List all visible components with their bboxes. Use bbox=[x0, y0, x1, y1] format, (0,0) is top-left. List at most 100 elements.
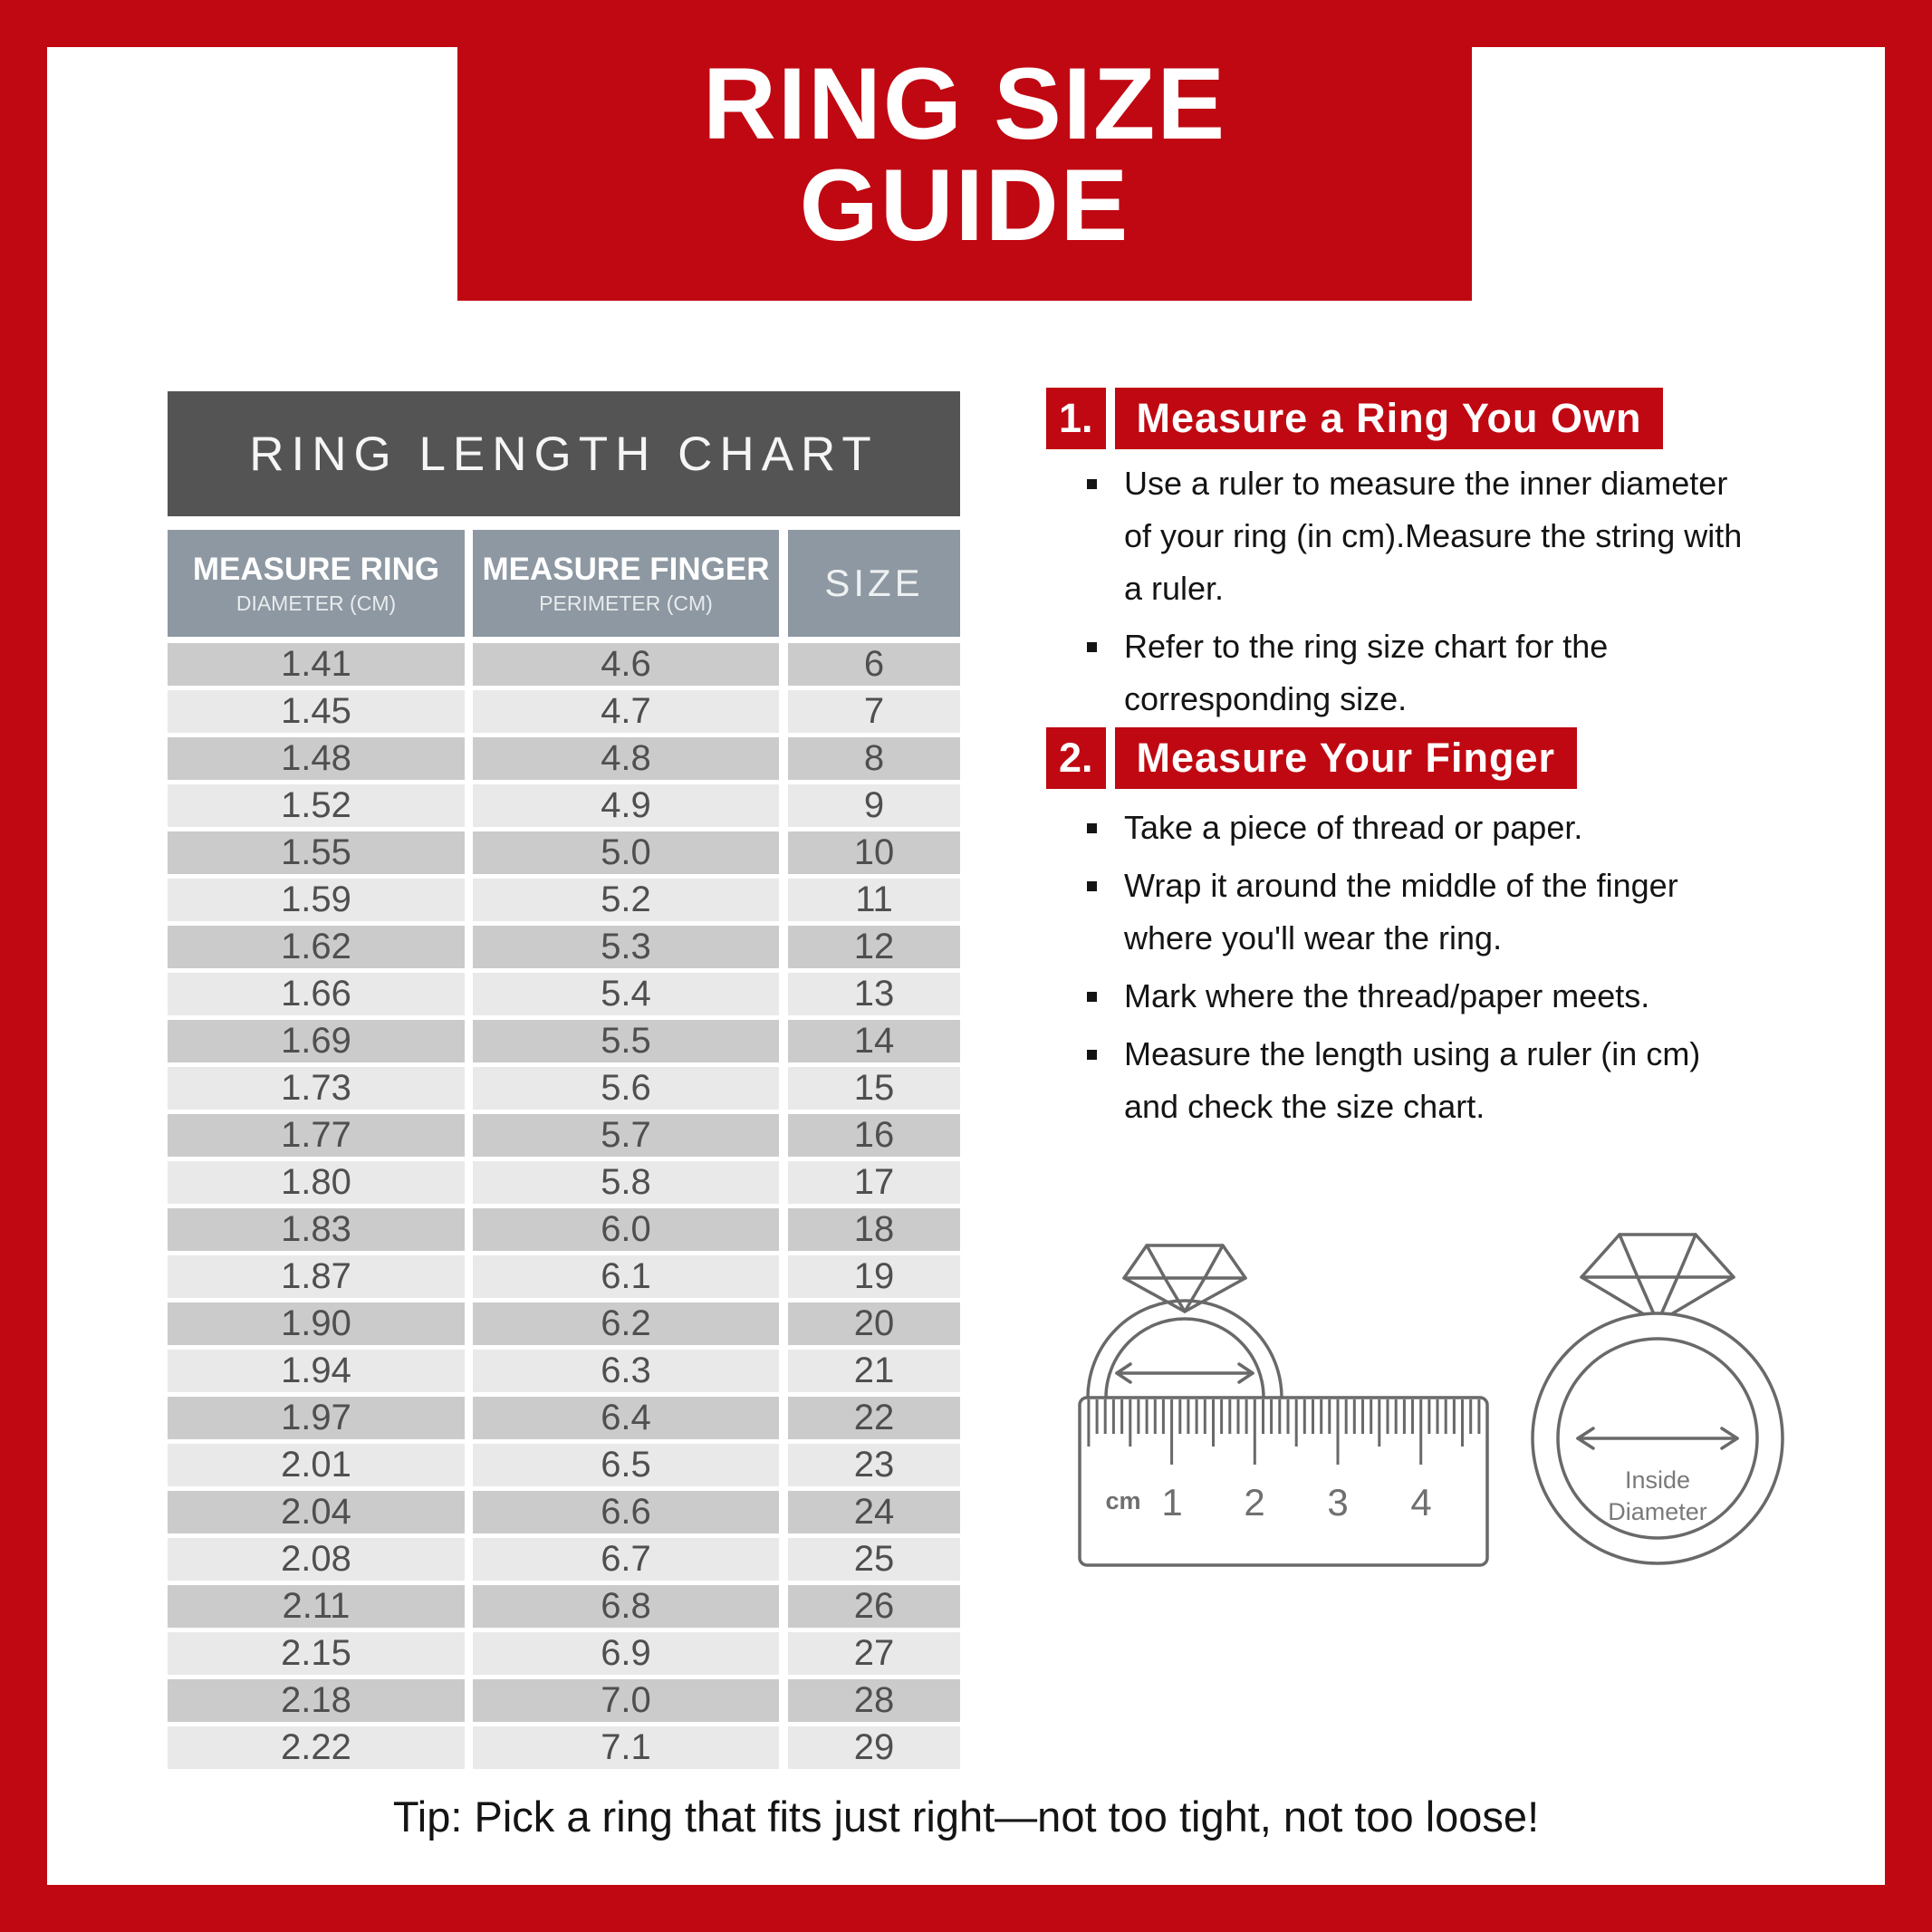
column-sublabel: DIAMETER (CM) bbox=[235, 591, 397, 615]
square-bullet-icon bbox=[1087, 881, 1097, 891]
table-row: 2.18 7.0 28 bbox=[168, 1679, 960, 1722]
table-row: 2.01 6.5 23 bbox=[168, 1444, 960, 1486]
ring-length-chart-title: RING LENGTH CHART bbox=[168, 391, 960, 516]
cell-diameter: 1.69 bbox=[168, 1020, 465, 1062]
column-sublabel: PERIMETER (CM) bbox=[539, 591, 713, 615]
cell-perimeter: 5.0 bbox=[473, 831, 779, 874]
bullet-item: Refer to the ring size chart for the cor… bbox=[1078, 620, 1812, 726]
poster-title-line1: RING SIZE bbox=[702, 47, 1227, 160]
cell-size: 14 bbox=[788, 1020, 960, 1062]
column-header-diameter: MEASURE RING DIAMETER (CM) bbox=[168, 530, 465, 637]
cell-diameter: 1.52 bbox=[168, 784, 465, 827]
cell-diameter: 2.01 bbox=[168, 1444, 465, 1486]
cell-diameter: 1.48 bbox=[168, 737, 465, 780]
cell-perimeter: 5.8 bbox=[473, 1161, 779, 1204]
cell-diameter: 2.22 bbox=[168, 1726, 465, 1769]
cell-size: 8 bbox=[788, 737, 960, 780]
cell-perimeter: 6.7 bbox=[473, 1538, 779, 1581]
inside-diameter-label-line1: Inside bbox=[1625, 1466, 1690, 1494]
table-row: 1.90 6.2 20 bbox=[168, 1302, 960, 1345]
cell-size: 16 bbox=[788, 1114, 960, 1157]
section-1-title: Measure a Ring You Own bbox=[1114, 388, 1664, 449]
square-bullet-icon bbox=[1087, 1050, 1097, 1060]
cell-size: 9 bbox=[788, 784, 960, 827]
cell-diameter: 1.90 bbox=[168, 1302, 465, 1345]
cell-diameter: 1.80 bbox=[168, 1161, 465, 1204]
table-row: 1.94 6.3 21 bbox=[168, 1350, 960, 1392]
square-bullet-icon bbox=[1087, 642, 1097, 652]
cell-perimeter: 6.4 bbox=[473, 1397, 779, 1439]
cell-diameter: 1.59 bbox=[168, 879, 465, 921]
square-bullet-icon bbox=[1087, 823, 1097, 833]
poster-title-line2: GUIDE bbox=[799, 149, 1130, 262]
section-2-heading: 2. Measure Your Finger bbox=[1046, 727, 1577, 789]
cell-perimeter: 4.6 bbox=[473, 643, 779, 686]
bullet-text: Mark where the thread/paper meets. bbox=[1124, 977, 1650, 1014]
column-label: MEASURE FINGER bbox=[482, 552, 770, 587]
cell-diameter: 1.55 bbox=[168, 831, 465, 874]
cell-size: 24 bbox=[788, 1491, 960, 1533]
cell-perimeter: 5.2 bbox=[473, 879, 779, 921]
cell-size: 22 bbox=[788, 1397, 960, 1439]
cell-diameter: 1.66 bbox=[168, 973, 465, 1015]
ring-on-ruler-illustration: cm 1 2 3 4 bbox=[1078, 1244, 1489, 1567]
table-row: 1.55 5.0 10 bbox=[168, 831, 960, 874]
table-row: 1.80 5.8 17 bbox=[168, 1161, 960, 1204]
tip-text: Tip: Pick a ring that fits just right—no… bbox=[392, 1793, 1540, 1841]
cell-perimeter: 6.1 bbox=[473, 1255, 779, 1298]
cell-size: 26 bbox=[788, 1585, 960, 1628]
ruler-number-1: 1 bbox=[1161, 1481, 1182, 1523]
cell-perimeter: 6.8 bbox=[473, 1585, 779, 1628]
cell-diameter: 1.87 bbox=[168, 1255, 465, 1298]
cell-perimeter: 7.0 bbox=[473, 1679, 779, 1722]
title-banner: RING SIZE GUIDE bbox=[457, 0, 1472, 301]
table-row: 2.11 6.8 26 bbox=[168, 1585, 960, 1628]
cell-diameter: 1.77 bbox=[168, 1114, 465, 1157]
cell-perimeter: 5.3 bbox=[473, 926, 779, 968]
cell-perimeter: 6.0 bbox=[473, 1208, 779, 1251]
cell-diameter: 2.11 bbox=[168, 1585, 465, 1628]
cell-size: 18 bbox=[788, 1208, 960, 1251]
cell-perimeter: 6.5 bbox=[473, 1444, 779, 1486]
cell-size: 29 bbox=[788, 1726, 960, 1769]
cell-perimeter: 4.7 bbox=[473, 690, 779, 733]
table-row: 1.83 6.0 18 bbox=[168, 1208, 960, 1251]
bullet-item: Wrap it around the middle of the finger … bbox=[1078, 860, 1812, 965]
column-header-perimeter: MEASURE FINGER PERIMETER (CM) bbox=[473, 530, 779, 637]
ring-size-table-body: 1.41 4.6 6 1.45 4.7 7 1.48 4.8 8 1.52 4.9 9 1.55 5.0 1… bbox=[168, 643, 960, 1773]
cell-perimeter: 7.1 bbox=[473, 1726, 779, 1769]
cell-diameter: 1.45 bbox=[168, 690, 465, 733]
cell-size: 21 bbox=[788, 1350, 960, 1392]
table-column-headers: MEASURE RING DIAMETER (CM) MEASURE FINGE… bbox=[168, 530, 960, 637]
column-label: MEASURE RING bbox=[192, 552, 440, 587]
section-1-number: 1. bbox=[1046, 388, 1106, 449]
cell-perimeter: 6.6 bbox=[473, 1491, 779, 1533]
inner-diameter-arrow-icon bbox=[1115, 1362, 1254, 1384]
inside-diameter-label-line2: Diameter bbox=[1608, 1498, 1707, 1525]
table-row: 1.45 4.7 7 bbox=[168, 690, 960, 733]
cell-size: 7 bbox=[788, 690, 960, 733]
column-label: SIZE bbox=[824, 562, 924, 604]
section-2-title: Measure Your Finger bbox=[1114, 727, 1577, 789]
cell-perimeter: 6.2 bbox=[473, 1302, 779, 1345]
ruler-unit-label: cm bbox=[1105, 1487, 1140, 1514]
cell-diameter: 1.41 bbox=[168, 643, 465, 686]
cell-perimeter: 4.9 bbox=[473, 784, 779, 827]
table-row: 2.04 6.6 24 bbox=[168, 1491, 960, 1533]
cell-perimeter: 5.5 bbox=[473, 1020, 779, 1062]
table-row: 1.62 5.3 12 bbox=[168, 926, 960, 968]
cell-diameter: 1.62 bbox=[168, 926, 465, 968]
bullet-text: Refer to the ring size chart for the cor… bbox=[1124, 628, 1609, 717]
bullet-text: Measure the length using a ruler (in cm)… bbox=[1124, 1035, 1701, 1125]
cell-perimeter: 5.7 bbox=[473, 1114, 779, 1157]
ruler-icon bbox=[1078, 1396, 1489, 1567]
ruler-number-4: 4 bbox=[1410, 1481, 1431, 1523]
cell-size: 23 bbox=[788, 1444, 960, 1486]
cell-size: 19 bbox=[788, 1255, 960, 1298]
table-row: 1.52 4.9 9 bbox=[168, 784, 960, 827]
cell-size: 10 bbox=[788, 831, 960, 874]
diamond-ring-arch-icon bbox=[1086, 1244, 1283, 1399]
cell-size: 6 bbox=[788, 643, 960, 686]
cell-size: 17 bbox=[788, 1161, 960, 1204]
